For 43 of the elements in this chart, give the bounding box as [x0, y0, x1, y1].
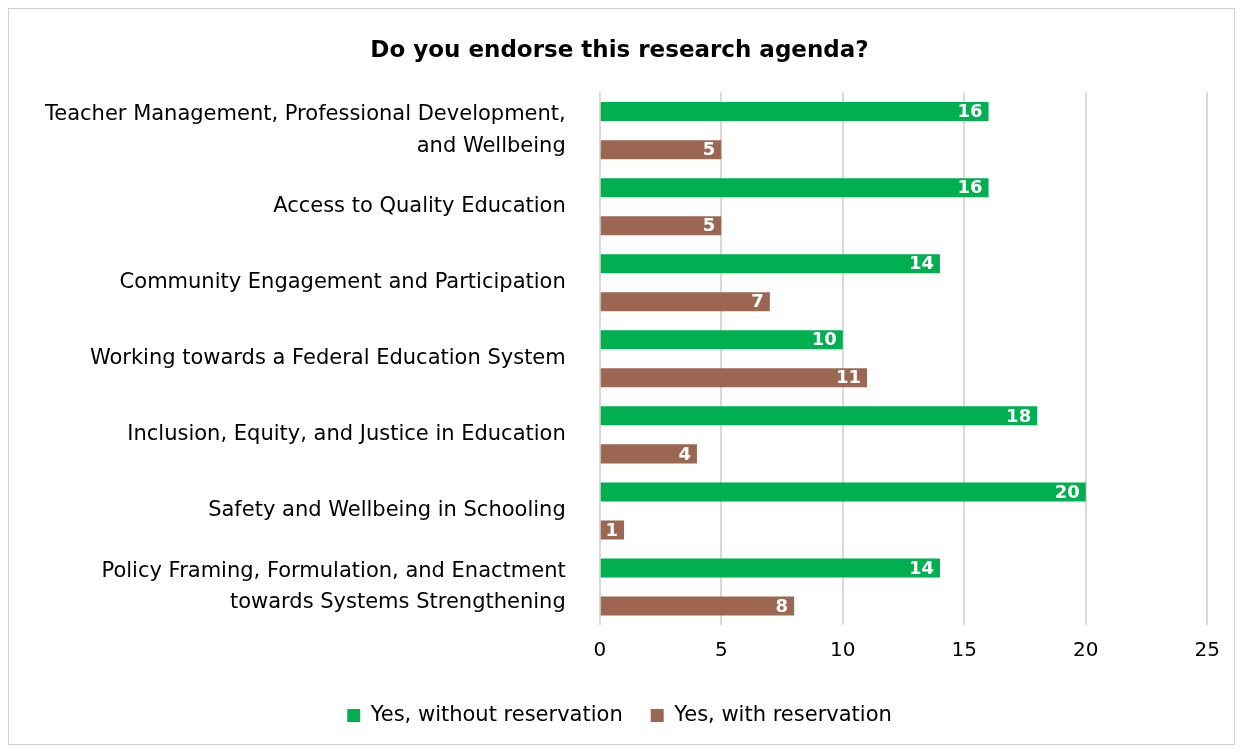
bar — [600, 558, 940, 578]
data-label: 16 — [957, 100, 983, 122]
legend-label: Yes, without reservation — [369, 701, 623, 726]
x-tick-label: 15 — [951, 637, 977, 662]
data-label: 10 — [811, 328, 837, 350]
y-tick-label: Access to Quality Education — [273, 193, 566, 218]
bar — [600, 368, 868, 388]
data-label: 5 — [702, 214, 716, 236]
bar — [600, 102, 989, 122]
x-tick-label: 25 — [1194, 637, 1220, 662]
data-label: 1 — [605, 518, 619, 540]
bar — [600, 330, 843, 350]
bar — [600, 596, 795, 616]
data-label: 14 — [908, 556, 934, 578]
y-tick-label: Teacher Management, Professional Development, and Wellbeing — [43, 101, 566, 157]
y-tick-label: Inclusion, Equity, and Justice in Education — [127, 421, 566, 446]
bar — [600, 406, 1038, 426]
chart-title: Do you endorse this research agenda? — [370, 35, 869, 62]
x-tick-label: 20 — [1073, 637, 1099, 662]
bar — [600, 254, 940, 274]
x-tick-label: 5 — [714, 637, 728, 662]
bar — [600, 140, 722, 160]
data-label: 11 — [836, 366, 862, 388]
bar — [600, 292, 770, 312]
data-label: 18 — [1006, 404, 1032, 426]
data-label: 8 — [775, 594, 789, 616]
y-tick-label: Working towards a Federal Education System — [89, 345, 566, 370]
bar — [600, 482, 1086, 502]
data-label: 4 — [678, 442, 691, 464]
bar — [600, 444, 697, 464]
y-tick-label: Safety and Wellbeing in Schooling — [208, 497, 566, 522]
y-tick-label: Community Engagement and Participation — [119, 269, 566, 294]
bar — [600, 178, 989, 198]
x-tick-label: 0 — [593, 637, 607, 662]
x-tick-label: 10 — [830, 637, 856, 662]
data-label: 14 — [908, 252, 934, 274]
y-tick-label: Policy Framing, Formulation, and Enactment towards Systems Strengthening — [101, 557, 566, 614]
bar — [600, 216, 722, 236]
data-label: 20 — [1054, 480, 1080, 502]
data-label: 7 — [751, 290, 764, 312]
data-label: 5 — [702, 138, 716, 160]
data-label: 16 — [957, 176, 983, 198]
legend-label: Yes, with reservation — [673, 701, 892, 726]
